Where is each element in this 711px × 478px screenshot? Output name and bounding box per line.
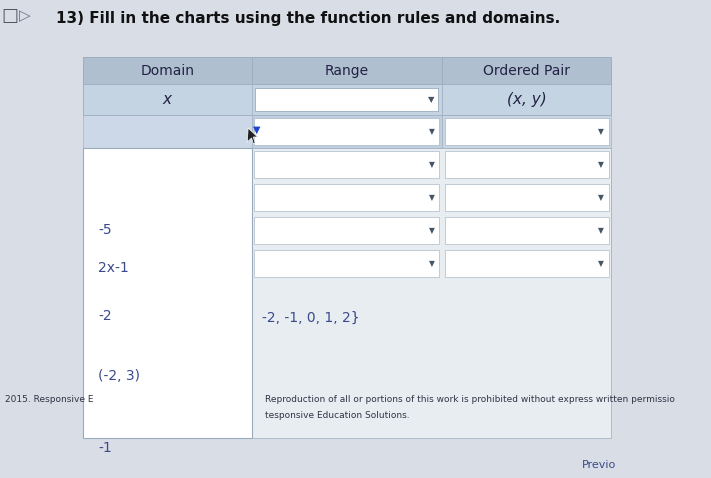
- Text: -1: -1: [99, 441, 112, 455]
- Text: ▼: ▼: [598, 193, 604, 202]
- Text: ▼: ▼: [598, 127, 604, 136]
- Bar: [83, 214, 252, 247]
- Bar: [252, 115, 442, 148]
- Bar: [255, 151, 439, 178]
- Text: (x, y): (x, y): [507, 92, 547, 107]
- Bar: [83, 148, 252, 181]
- Text: tesponsive Education Solutions.: tesponsive Education Solutions.: [264, 411, 410, 420]
- Bar: [444, 184, 609, 211]
- Bar: [442, 84, 611, 115]
- Bar: [255, 88, 439, 111]
- Text: -5: -5: [99, 223, 112, 237]
- Text: 2x-1: 2x-1: [99, 261, 129, 275]
- Text: 13) Fill in the charts using the function rules and domains.: 13) Fill in the charts using the functio…: [55, 11, 560, 25]
- Text: ▼: ▼: [428, 95, 435, 104]
- Bar: [444, 217, 609, 244]
- Bar: [252, 148, 611, 438]
- Bar: [83, 57, 611, 84]
- Bar: [444, 151, 609, 178]
- Bar: [83, 84, 252, 115]
- Bar: [444, 250, 609, 277]
- Polygon shape: [247, 128, 257, 144]
- Bar: [444, 118, 609, 145]
- Bar: [83, 247, 252, 280]
- Text: Range: Range: [325, 64, 369, 77]
- Bar: [255, 250, 439, 277]
- Bar: [255, 217, 439, 244]
- Text: ▼: ▼: [598, 226, 604, 235]
- Bar: [255, 118, 439, 145]
- Text: -2: -2: [99, 309, 112, 323]
- Bar: [252, 148, 442, 181]
- Bar: [442, 57, 611, 84]
- Text: (-2, 3): (-2, 3): [99, 369, 141, 383]
- Text: ▼: ▼: [429, 259, 434, 268]
- Bar: [83, 148, 252, 438]
- Bar: [255, 184, 439, 211]
- Text: x: x: [163, 92, 172, 107]
- Text: -2, -1, 0, 1, 2}: -2, -1, 0, 1, 2}: [262, 311, 360, 325]
- Text: ▼: ▼: [429, 193, 434, 202]
- Bar: [252, 214, 442, 247]
- Bar: [83, 115, 252, 148]
- Bar: [83, 84, 611, 115]
- Bar: [252, 181, 442, 214]
- Text: Reproduction of all or portions of this work is prohibited without express writt: Reproduction of all or portions of this …: [264, 395, 675, 404]
- Bar: [442, 247, 611, 280]
- Text: ▷: ▷: [19, 9, 31, 23]
- Bar: [442, 115, 611, 148]
- Text: ▼: ▼: [598, 259, 604, 268]
- Bar: [252, 247, 442, 280]
- Text: ▼: ▼: [253, 125, 260, 135]
- Bar: [83, 181, 252, 214]
- Bar: [83, 57, 252, 84]
- Bar: [442, 148, 611, 181]
- Text: ▼: ▼: [598, 160, 604, 169]
- Text: Previo: Previo: [582, 460, 616, 470]
- Bar: [442, 181, 611, 214]
- Bar: [252, 57, 442, 84]
- Text: Domain: Domain: [140, 64, 194, 77]
- Text: 2015. Responsive E: 2015. Responsive E: [5, 395, 94, 404]
- Text: Ordered Pair: Ordered Pair: [483, 64, 570, 77]
- Text: □: □: [1, 7, 18, 25]
- Text: ▼: ▼: [429, 226, 434, 235]
- Text: ▼: ▼: [429, 160, 434, 169]
- Text: ▼: ▼: [429, 127, 434, 136]
- Bar: [442, 214, 611, 247]
